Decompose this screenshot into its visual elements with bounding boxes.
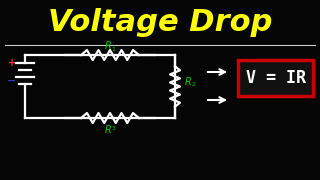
Text: −: −	[7, 76, 17, 86]
Text: V = IR: V = IR	[245, 69, 306, 87]
Text: 3: 3	[112, 126, 116, 131]
Text: 2: 2	[191, 82, 195, 87]
Text: +: +	[8, 58, 16, 68]
Text: R: R	[105, 125, 111, 135]
Text: R: R	[105, 41, 111, 51]
Text: 1: 1	[111, 47, 115, 52]
Text: Voltage Drop: Voltage Drop	[48, 8, 272, 37]
Bar	[238, 60, 313, 96]
Text: R: R	[185, 76, 192, 87]
